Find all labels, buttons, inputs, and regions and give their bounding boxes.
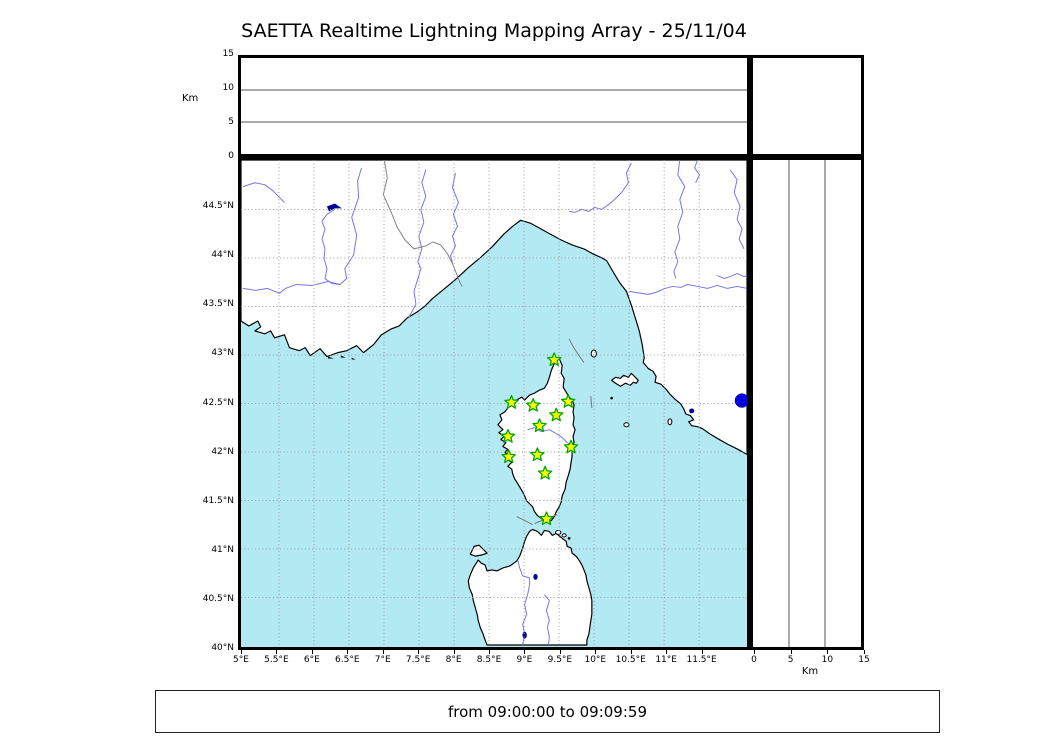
lon-tick-label: 11.5°E <box>686 655 717 665</box>
islet-dot <box>610 396 613 400</box>
lon-tick-label: 8°E <box>445 655 462 665</box>
lat-tick-label: 40.5°N <box>202 593 234 604</box>
map-plot <box>241 160 747 647</box>
maddalena-island <box>555 529 562 535</box>
lat-tick-label: 40°N <box>211 643 234 654</box>
lon-tick <box>276 650 278 654</box>
lon-tick <box>701 650 703 654</box>
lon-tick-label: 11°E <box>655 655 677 665</box>
altitude-tick-label: 15 <box>222 49 234 59</box>
top-panel-plot <box>241 89 747 123</box>
lma-station-marker <box>539 511 554 526</box>
lat-tick-label: 42°N <box>211 446 234 457</box>
pianosa-island <box>623 422 630 428</box>
time-range-text: from 09:00:00 to 09:09:59 <box>447 702 647 721</box>
cap-corse-mark <box>568 338 585 363</box>
lon-tick <box>524 650 526 654</box>
lat-tick-label: 43°N <box>211 348 234 359</box>
lon-tick <box>240 650 242 654</box>
lon-tick-label: 6.5°E <box>335 655 360 665</box>
landmasses <box>241 160 747 646</box>
lma-station-marker <box>504 394 519 409</box>
altitude-vs-latitude-panel <box>750 157 864 650</box>
altitude-tick-label: 10 <box>222 83 234 93</box>
caprera-island <box>561 533 567 538</box>
rivers-and-lakes <box>242 160 747 646</box>
lon-tick-label: 7°E <box>374 655 391 665</box>
lon-tick-label: 5°E <box>233 655 249 665</box>
lat-tick-label: 41.5°N <box>202 495 234 506</box>
lat-tick-label: 44.5°N <box>202 201 234 212</box>
map-panel <box>238 157 750 650</box>
lma-station-marker <box>501 449 516 464</box>
lma-station-marker <box>530 447 545 462</box>
lma-station-marker <box>500 428 516 443</box>
lma-station-marker <box>563 439 579 454</box>
lma-station-marker <box>532 418 547 433</box>
lma-station-marker <box>547 352 562 367</box>
altitude-vs-longitude-panel <box>238 55 750 157</box>
lat-tick-label: 44°N <box>211 250 234 261</box>
east-corsica-mark <box>590 396 593 408</box>
altitude-tick-label: 10 <box>821 655 834 665</box>
lon-tick <box>382 650 384 654</box>
lon-tick-label: 10°E <box>584 655 607 665</box>
lon-tick <box>630 650 632 654</box>
time-range-box: from 09:00:00 to 09:09:59 <box>155 690 940 733</box>
lon-tick-label: 7.5°E <box>405 655 431 665</box>
lon-tick <box>347 650 349 654</box>
lat-tick-label: 43.5°N <box>202 299 234 310</box>
page-title: SAETTA Realtime Lightning Mapping Array … <box>241 20 747 42</box>
lon-tick-label: 9.5°E <box>547 655 573 665</box>
altitude-tick <box>864 650 865 654</box>
lon-tick-label: 9°E <box>516 655 533 665</box>
lon-tick <box>418 650 420 654</box>
lightning-source-dot <box>734 393 747 408</box>
right-panel-unit-label: Km <box>801 666 819 677</box>
orbetello-lagoon <box>689 408 695 414</box>
lon-tick <box>453 650 455 654</box>
asinara-island <box>469 544 488 557</box>
lma-station-marker <box>525 397 541 412</box>
lon-tick <box>489 650 490 654</box>
elba-island <box>611 372 639 387</box>
lon-tick <box>559 650 561 654</box>
france-italy-border <box>382 160 463 287</box>
altitude-tick <box>790 650 792 654</box>
lma-station-marker <box>549 407 564 422</box>
right-panel-plot <box>788 160 826 647</box>
giglio-island <box>667 418 673 426</box>
stations-and-sources <box>500 352 747 526</box>
lma-station-marker <box>560 393 576 408</box>
lma-station-marker <box>537 465 553 480</box>
lat-tick-label: 42.5°N <box>202 397 234 408</box>
altitude-tick-label: 0 <box>228 151 234 161</box>
lon-tick-label: 5.5°E <box>264 655 289 665</box>
hyeres-islands <box>327 355 356 360</box>
altitude-tick-label: 15 <box>858 655 870 665</box>
altitude-tick <box>754 650 755 654</box>
capraia-island <box>590 349 597 358</box>
sardinia <box>467 528 593 646</box>
altitude-tick-label: 5 <box>228 117 234 127</box>
altitude-tick-label: 5 <box>787 655 794 665</box>
top-panel-unit-label: Km <box>182 93 199 104</box>
map-gridlines <box>241 160 747 647</box>
mainland-france-italy <box>241 160 747 455</box>
altitude-tick <box>827 650 829 654</box>
lat-tick-label: 41°N <box>211 544 234 555</box>
lake-coghinas <box>533 573 538 580</box>
altitude-tick-label: 0 <box>751 655 757 665</box>
lon-tick <box>311 650 313 654</box>
lake-sardinia-south <box>522 631 527 639</box>
lon-tick-label: 6°E <box>303 655 320 665</box>
corner-panel <box>750 55 864 157</box>
lon-tick-label: 8.5°E <box>476 655 502 665</box>
lon-tick <box>595 650 597 654</box>
lon-tick <box>666 650 668 654</box>
lon-tick-label: 10.5°E <box>615 655 646 665</box>
